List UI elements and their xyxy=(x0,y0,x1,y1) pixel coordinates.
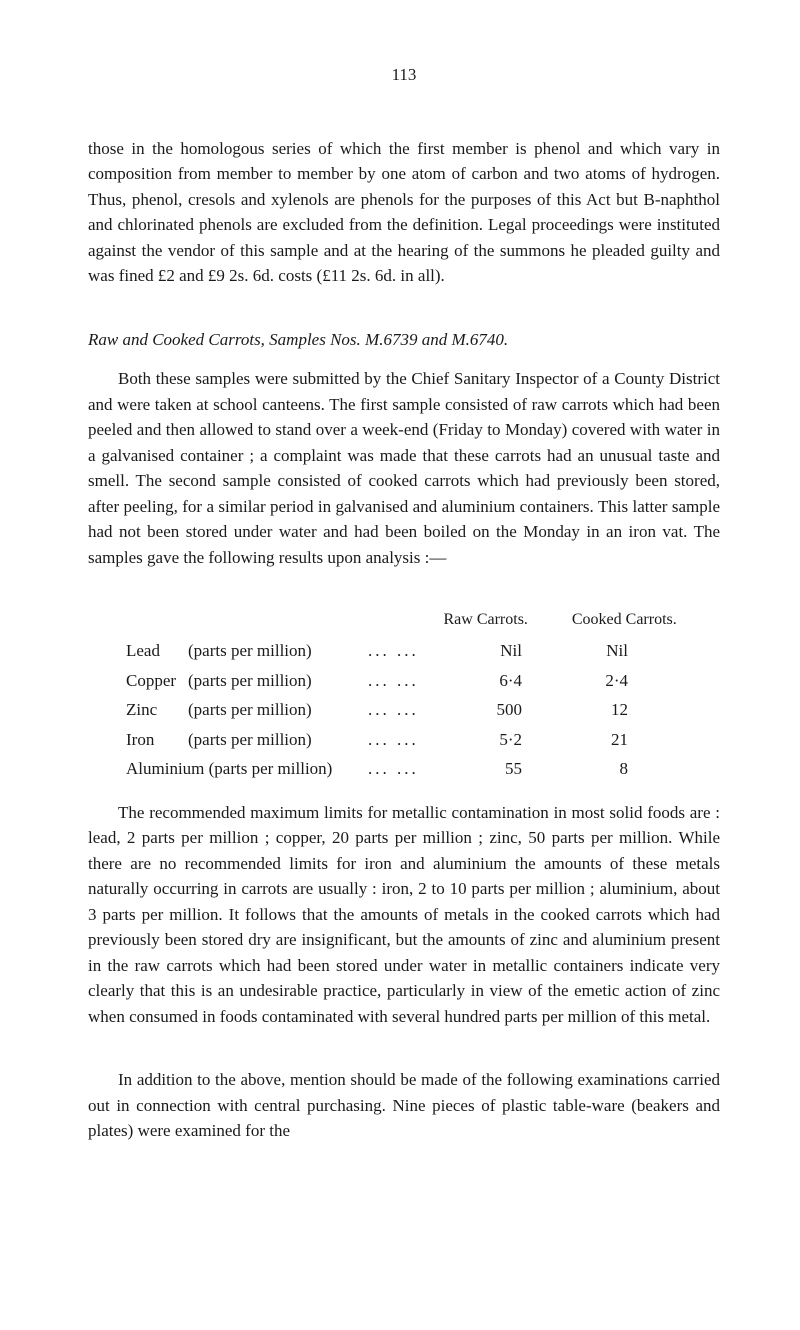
metal-name: Lead xyxy=(88,638,188,664)
table-row: Iron (parts per million) ... ... 5·2 21 xyxy=(88,727,720,753)
metal-desc: (parts per million) xyxy=(188,668,368,694)
metal-name: Zinc xyxy=(88,697,188,723)
table-header-spacer xyxy=(88,608,444,632)
table-header-row: Raw Carrots. Cooked Carrots. xyxy=(88,608,720,632)
page-number: 113 xyxy=(88,62,720,88)
cooked-value: 12 xyxy=(558,697,638,723)
table-row: Aluminium (parts per million) ... ... 55… xyxy=(88,756,720,782)
table-header-cooked: Cooked Carrots. xyxy=(572,608,720,632)
cooked-value: 8 xyxy=(558,756,638,782)
metal-name: Aluminium (parts per million) xyxy=(88,756,368,782)
raw-value: 5·2 xyxy=(448,727,558,753)
metal-desc: (parts per million) xyxy=(188,697,368,723)
paragraph-3: The recommended maximum limits for metal… xyxy=(88,800,720,1030)
metal-desc: (parts per million) xyxy=(188,638,368,664)
table-header-raw: Raw Carrots. xyxy=(444,608,572,632)
metal-desc: (parts per million) xyxy=(188,727,368,753)
paragraph-4: In addition to the above, mention should… xyxy=(88,1067,720,1144)
section-heading: Raw and Cooked Carrots, Samples Nos. M.6… xyxy=(88,327,720,353)
table-row: Lead (parts per million) ... ... Nil Nil xyxy=(88,638,720,664)
metals-table: Raw Carrots. Cooked Carrots. Lead (parts… xyxy=(88,608,720,782)
table-row: Copper (parts per million) ... ... 6·4 2… xyxy=(88,668,720,694)
dots: ... ... xyxy=(368,727,448,753)
paragraph-1: those in the homologous series of which … xyxy=(88,136,720,289)
cooked-value: 21 xyxy=(558,727,638,753)
raw-value: Nil xyxy=(448,638,558,664)
dots: ... ... xyxy=(368,668,448,694)
cooked-value: Nil xyxy=(558,638,638,664)
raw-value: 55 xyxy=(448,756,558,782)
dots: ... ... xyxy=(368,638,448,664)
raw-value: 6·4 xyxy=(448,668,558,694)
cooked-value: 2·4 xyxy=(558,668,638,694)
metal-name: Copper xyxy=(88,668,188,694)
paragraph-2: Both these samples were submitted by the… xyxy=(88,366,720,570)
metal-name: Iron xyxy=(88,727,188,753)
raw-value: 500 xyxy=(448,697,558,723)
table-row: Zinc (parts per million) ... ... 500 12 xyxy=(88,697,720,723)
dots: ... ... xyxy=(368,756,448,782)
dots: ... ... xyxy=(368,697,448,723)
